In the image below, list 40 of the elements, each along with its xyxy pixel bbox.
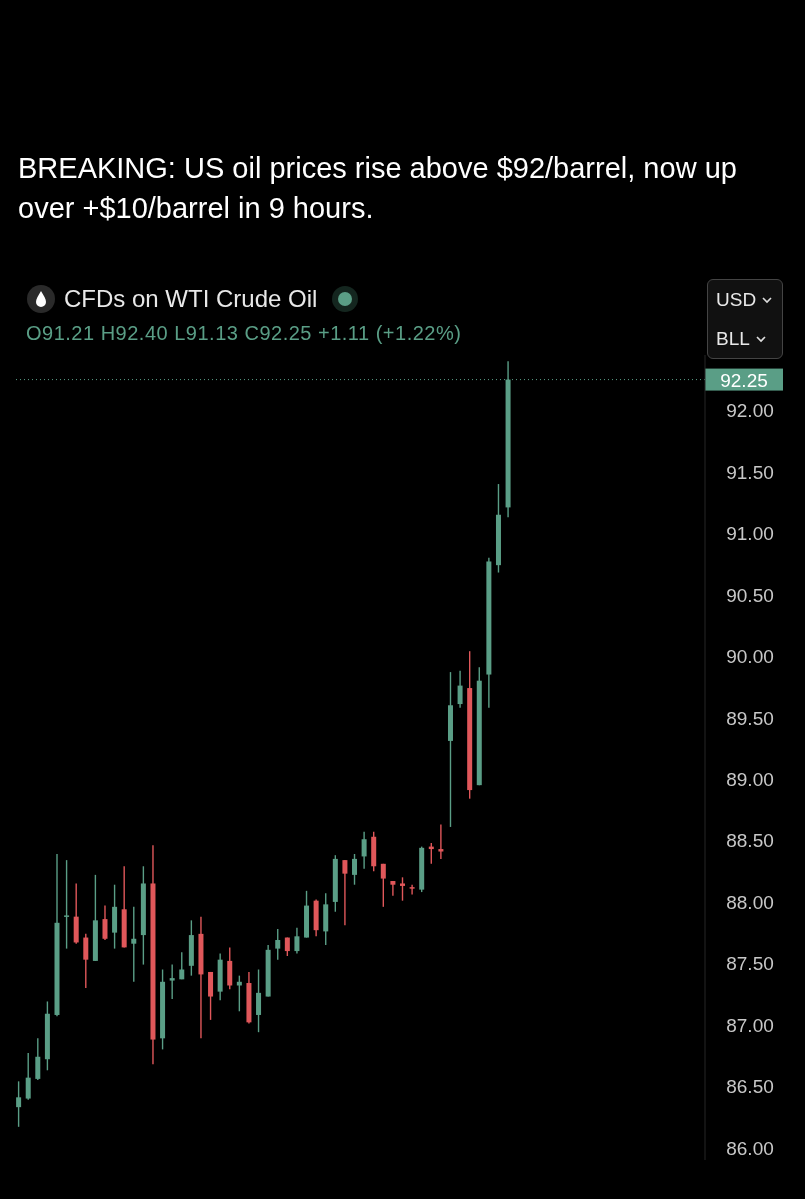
candlestick (131, 906, 137, 983)
candlestick (169, 963, 175, 1000)
candlestick (64, 859, 70, 950)
chart-subtitle: CFDs on WTI Crude Oil (64, 285, 318, 313)
candlestick (275, 928, 281, 961)
y-tick-label: 89.50 (726, 707, 774, 729)
y-tick-label: 87.00 (726, 1014, 774, 1036)
y-tick-label: 92.00 (726, 400, 774, 422)
text: O91.21 H92.40 L91.13 C92.25 +1.11 (+1.22%) (26, 322, 462, 345)
candlestick (16, 1080, 22, 1128)
candlestick (342, 859, 348, 926)
y-tick-label: 90.00 (726, 646, 774, 668)
y-tick-label: 91.50 (726, 461, 774, 483)
candlestick (256, 968, 262, 1033)
candlestick (438, 823, 444, 860)
y-tick-label: 86.50 (726, 1076, 774, 1098)
candlestick (409, 884, 415, 896)
candlestick (102, 904, 108, 941)
candlestick (361, 831, 367, 870)
candlestick (352, 853, 358, 886)
candlestick (83, 933, 89, 989)
text: USD (716, 288, 757, 311)
y-tick-label: 87.50 (726, 953, 774, 975)
ref-line-label: 92.25 (720, 369, 768, 391)
candlestick (400, 876, 405, 902)
y-tick-label: 91.00 (726, 523, 774, 545)
y-tick-label: 88.00 (726, 891, 774, 913)
candlestick (179, 951, 185, 981)
candlestick (457, 670, 463, 709)
chart-title: BREAKING: US oil prices rise above $92/barrel, now up over +$10/barrel in 9 hours. (18, 151, 738, 226)
candlestick (294, 927, 300, 955)
candlestick (25, 1052, 31, 1101)
y-tick-label: 86.00 (726, 1137, 774, 1159)
y-tick-label: 90.50 (726, 584, 774, 606)
candlestick (390, 880, 396, 897)
candlestick (35, 1037, 41, 1081)
y-tick-label: 89.00 (726, 769, 774, 791)
text: BLL (716, 327, 750, 350)
candlestick (380, 863, 386, 908)
y-tick-label: 88.50 (726, 830, 774, 852)
